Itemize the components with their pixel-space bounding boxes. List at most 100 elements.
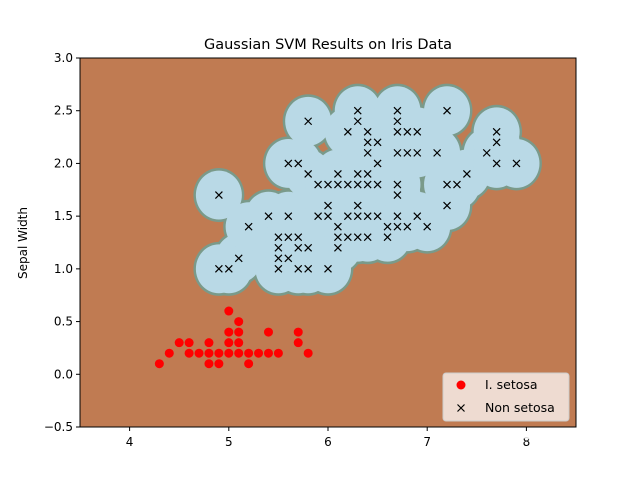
non-setosa-point bbox=[214, 264, 223, 273]
setosa-point bbox=[234, 338, 244, 348]
non-setosa-point bbox=[403, 127, 412, 136]
non-setosa-point bbox=[333, 222, 342, 231]
non-setosa-point bbox=[284, 159, 293, 168]
non-setosa-point bbox=[304, 243, 313, 252]
non-setosa-point bbox=[462, 170, 471, 178]
non-setosa-point bbox=[274, 233, 283, 242]
watermark-logo-icon bbox=[508, 435, 540, 467]
non-setosa-point bbox=[393, 117, 402, 126]
non-setosa-point bbox=[373, 180, 382, 189]
non-setosa-point bbox=[343, 212, 352, 221]
legend-non-setosa-marker bbox=[457, 404, 465, 412]
non-setosa-point bbox=[214, 191, 223, 199]
non-setosa-point bbox=[333, 233, 342, 242]
non-setosa-point bbox=[453, 180, 461, 189]
setosa-point bbox=[224, 327, 234, 337]
non-setosa-point bbox=[363, 138, 372, 147]
setosa-point bbox=[293, 327, 303, 337]
setosa-point bbox=[303, 348, 313, 358]
y-tick-label: 0.0 bbox=[54, 367, 73, 381]
non-setosa-point bbox=[373, 159, 382, 168]
non-setosa-point bbox=[294, 159, 303, 168]
non-setosa-point bbox=[343, 233, 352, 242]
non-setosa-point bbox=[324, 264, 332, 273]
setosa-point bbox=[184, 348, 194, 358]
non-setosa-point bbox=[413, 148, 422, 157]
setosa-point bbox=[154, 359, 164, 369]
non-setosa-point bbox=[353, 170, 362, 178]
non-setosa-point bbox=[363, 233, 372, 242]
non-setosa-point bbox=[343, 180, 352, 189]
non-setosa-point bbox=[353, 106, 362, 115]
non-setosa-point bbox=[492, 159, 501, 168]
non-setosa-point bbox=[353, 233, 362, 242]
non-setosa-point bbox=[363, 170, 372, 178]
non-setosa-point bbox=[373, 212, 382, 221]
setosa-point bbox=[234, 317, 244, 327]
watermark: 创新互联 bbox=[508, 435, 606, 467]
non-setosa-point bbox=[443, 201, 451, 210]
setosa-point bbox=[234, 327, 244, 337]
setosa-point bbox=[214, 359, 224, 369]
y-axis: −0.5 0.0 0.5 1.0 1.5 2.0 2.5 3.0 bbox=[44, 51, 80, 434]
setosa-point bbox=[164, 348, 174, 358]
non-setosa-point bbox=[492, 138, 501, 147]
non-setosa-point bbox=[443, 106, 451, 115]
y-tick-label: 3.0 bbox=[54, 51, 73, 65]
non-setosa-point bbox=[294, 233, 303, 242]
non-setosa-point bbox=[393, 212, 402, 221]
non-setosa-point bbox=[274, 254, 283, 263]
setosa-point bbox=[254, 348, 264, 358]
legend-setosa-label: I. setosa bbox=[485, 377, 538, 392]
setosa-point bbox=[224, 306, 234, 316]
y-tick-label: 2.0 bbox=[54, 156, 73, 170]
non-setosa-point bbox=[393, 127, 402, 136]
non-setosa-point bbox=[333, 180, 342, 189]
non-setosa-point bbox=[264, 212, 273, 221]
non-setosa-point bbox=[353, 212, 362, 221]
setosa-point bbox=[214, 348, 224, 358]
y-tick-label: −0.5 bbox=[44, 420, 73, 434]
non-setosa-point bbox=[353, 201, 362, 210]
x-tick-label: 4 bbox=[126, 435, 134, 449]
setosa-point bbox=[244, 359, 254, 369]
non-setosa-point bbox=[353, 180, 362, 189]
non-setosa-point bbox=[512, 159, 521, 168]
non-setosa-point bbox=[304, 264, 313, 273]
setosa-point bbox=[204, 359, 214, 369]
setosa-point bbox=[244, 348, 254, 358]
y-axis-label: Sepal Width bbox=[16, 207, 30, 279]
non-setosa-point bbox=[492, 127, 501, 136]
non-setosa-point bbox=[393, 148, 402, 157]
legend: I. setosa Non setosa bbox=[442, 372, 570, 422]
non-setosa-point bbox=[274, 264, 283, 273]
y-tick-label: 1.0 bbox=[54, 262, 73, 276]
legend-non-setosa-label: Non setosa bbox=[485, 400, 555, 415]
non-setosa-point bbox=[373, 138, 382, 147]
non-setosa-point bbox=[363, 212, 372, 221]
chart-title: Gaussian SVM Results on Iris Data bbox=[204, 37, 452, 53]
non-setosa-point bbox=[393, 222, 402, 231]
non-setosa-point bbox=[433, 148, 442, 157]
non-setosa-point bbox=[244, 222, 253, 231]
non-setosa-point bbox=[413, 127, 422, 136]
y-tick-label: 1.5 bbox=[54, 209, 73, 223]
non-setosa-point bbox=[333, 170, 342, 178]
watermark-text: 创新互联 bbox=[544, 443, 606, 461]
legend-setosa-marker bbox=[456, 380, 466, 390]
setosa-point bbox=[194, 348, 204, 358]
non-setosa-point bbox=[403, 222, 412, 231]
setosa-point bbox=[273, 348, 283, 358]
data-points bbox=[154, 106, 521, 369]
plot-area bbox=[79, 57, 577, 428]
non-setosa-point bbox=[224, 264, 233, 273]
setosa-point bbox=[263, 327, 273, 337]
non-setosa-point bbox=[363, 127, 372, 136]
x-tick-label: 6 bbox=[324, 435, 332, 449]
non-setosa-point bbox=[423, 222, 432, 231]
x-axis: 4 5 6 7 8 bbox=[126, 427, 530, 449]
non-setosa-point bbox=[383, 233, 392, 242]
non-setosa-point bbox=[353, 117, 362, 126]
non-setosa-point bbox=[304, 117, 313, 126]
